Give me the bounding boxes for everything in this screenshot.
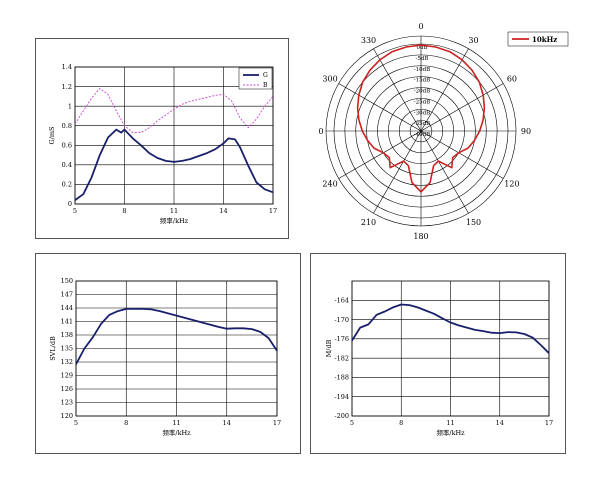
- polar-radial-label: -30dB: [414, 110, 430, 116]
- y-tick-label: 147: [61, 291, 73, 299]
- polar-radial-label: -25dB: [414, 99, 430, 105]
- x-tick-label: 17: [545, 419, 553, 427]
- polar-legend-label: 10kHz: [532, 35, 557, 44]
- y-tick-label: -182: [334, 354, 349, 362]
- y-tick-label: 0.4: [62, 161, 72, 169]
- tvr-chart: 5 8 11 14 17 -164 -170 -176 -182 -188 -194 -200 频率/k…: [325, 280, 553, 437]
- y-tick-label: -194: [334, 393, 349, 401]
- y-tick-label: 0.6: [62, 141, 72, 149]
- y-tick-label: 132: [61, 358, 73, 366]
- polar-legend: 10kHz: [507, 31, 569, 47]
- x-tick-label: 11: [170, 207, 178, 215]
- y-tick-label: -188: [334, 374, 349, 382]
- y-tick-label: 0.8: [62, 122, 72, 130]
- tvr-chart-panel: 5 8 11 14 17 -164 -170 -176 -182 -188 -194 -200 频率/k…: [310, 253, 566, 454]
- polar-radial-label: -40dB: [414, 132, 430, 138]
- svl-chart-panel: 5 8 11 14 17 120 123 126 129 132 135 138 141 144 147 15…: [35, 253, 301, 454]
- polar-radial-label: -35dB: [414, 121, 430, 127]
- polar-angle-label: 330: [361, 36, 376, 45]
- polar-spoke: [420, 83, 504, 132]
- polar-spoke: [420, 130, 504, 179]
- series-line-B: [74, 88, 274, 134]
- x-tick-label: 8: [122, 207, 126, 215]
- x-tick-label: 5: [350, 419, 354, 427]
- y-tick-label: 135: [61, 345, 73, 353]
- x-tick-label: 14: [223, 419, 231, 427]
- polar-series-0: [356, 44, 486, 193]
- x-tick-label: 11: [446, 419, 454, 427]
- y-tick-label: 129: [61, 372, 73, 380]
- directivity-chart-panel: 0 30 60 90 120 150 180 210 240 270 300 330 0dB -5dB -1…: [318, 20, 578, 245]
- polar-angle-label: 300: [322, 75, 337, 84]
- x-tick-label: 17: [273, 419, 281, 427]
- polar-angle-label: 150: [466, 218, 481, 227]
- polar-spoke: [338, 83, 422, 132]
- polar-legend-box: [507, 31, 569, 47]
- polar-spoke: [373, 48, 422, 132]
- x-tick-label: 17: [269, 207, 277, 215]
- x-axis-label: 频率/kHz: [162, 428, 191, 437]
- y-tick-label: -170: [334, 316, 349, 324]
- x-tick-label: 5: [73, 207, 77, 215]
- series-line-0: [351, 303, 550, 354]
- polar-spoke: [338, 130, 422, 179]
- polar-radial-label: 0dB: [416, 45, 427, 51]
- series-line-0: [75, 308, 278, 365]
- polar-spoke: [420, 130, 469, 214]
- polar-angle-label: 60: [507, 75, 517, 84]
- y-axis-label: G/mS: [48, 127, 56, 145]
- series-line-G: [74, 128, 274, 201]
- conductance-chart-panel: 5 8 11 14 17 0 0.2 0.4 0.6 0.8 1 1.2 1.4 频率/kHz G/mS G B: [35, 38, 289, 239]
- y-tick-label: 1: [68, 102, 72, 110]
- polar-angle-label: 240: [322, 180, 337, 189]
- x-tick-label: 8: [124, 419, 128, 427]
- y-tick-label: -200: [334, 412, 349, 420]
- y-tick-label: 0.2: [62, 181, 72, 189]
- y-tick-label: -164: [334, 296, 349, 304]
- polar-radial-label: -10dB: [414, 67, 430, 73]
- y-tick-label: 144: [61, 304, 73, 312]
- conductance-chart: 5 8 11 14 17 0 0.2 0.4 0.6 0.8 1 1.2 1.4 频率/kHz G/mS GB: [48, 63, 277, 225]
- polar-radial-label: -15dB: [414, 78, 430, 84]
- legend: GB: [238, 67, 273, 90]
- polar-radial-label: -20dB: [414, 89, 430, 95]
- legend-label: B: [263, 82, 268, 89]
- x-tick-label: 5: [74, 419, 78, 427]
- y-tick-label: 1.2: [62, 83, 72, 91]
- y-tick-label: 0: [68, 200, 72, 208]
- x-axis-label: 频率/kHz: [160, 216, 189, 225]
- y-axis-label: M/dB: [325, 339, 333, 357]
- y-tick-label: 126: [61, 385, 73, 393]
- polar-spoke: [420, 48, 469, 132]
- plot-area-frame: [75, 280, 278, 417]
- legend-label: G: [263, 72, 268, 79]
- plot-area-frame: [74, 66, 274, 205]
- legend-box: [238, 67, 273, 90]
- y-tick-label: -176: [334, 335, 349, 343]
- y-axis-label: SVL/dB: [49, 336, 57, 361]
- polar-angle-label: 90: [521, 127, 531, 136]
- polar-angle-label: 210: [361, 218, 376, 227]
- y-tick-label: 138: [61, 331, 73, 339]
- x-tick-label: 11: [172, 419, 180, 427]
- y-tick-label: 120: [61, 412, 73, 420]
- polar-angle-label: 180: [413, 232, 428, 241]
- y-tick-label: 1.4: [62, 63, 72, 71]
- directivity-polar-chart: 0 30 60 90 120 150 180 210 240 270 300 330 0dB -5dB -1…: [318, 22, 569, 241]
- x-tick-label: 14: [496, 419, 504, 427]
- x-tick-label: 14: [219, 207, 227, 215]
- polar-angle-label: 30: [468, 36, 478, 45]
- x-tick-label: 8: [399, 419, 403, 427]
- polar-angle-label: 120: [504, 180, 519, 189]
- y-tick-label: 141: [61, 318, 73, 326]
- y-tick-label: 123: [61, 399, 73, 407]
- polar-radial-label: -5dB: [416, 56, 429, 62]
- x-axis-label: 频率/kHz: [436, 428, 465, 437]
- svl-chart: 5 8 11 14 17 120 123 126 129 132 135 138 141 144 147 15…: [49, 277, 281, 437]
- polar-spoke: [373, 130, 422, 214]
- plot-area-frame: [351, 280, 550, 417]
- polar-angle-label: 0: [418, 22, 423, 31]
- polar-angle-label: 270: [318, 127, 324, 136]
- y-tick-label: 150: [61, 277, 73, 285]
